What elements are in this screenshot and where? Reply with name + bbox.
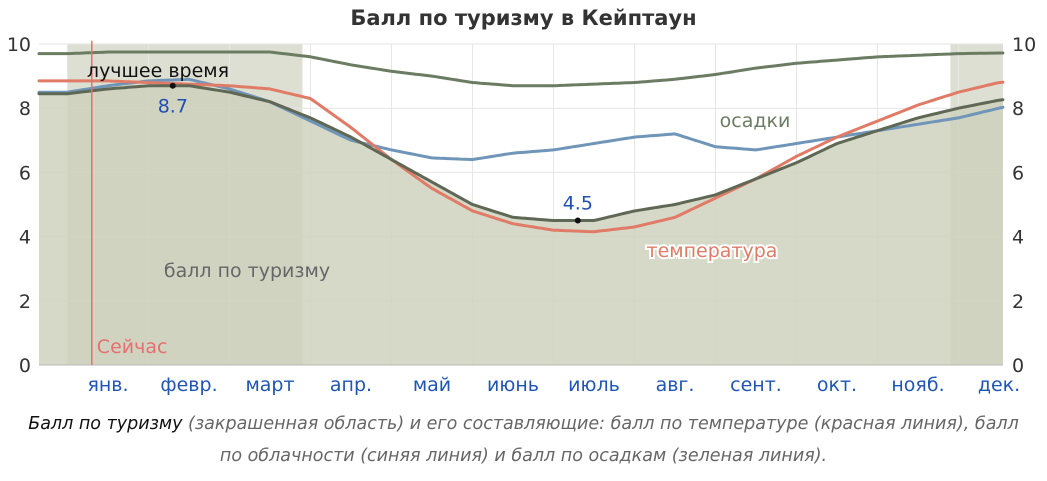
month-label-12: дек. xyxy=(978,374,1020,396)
y-tick-right-4: 4 xyxy=(1012,227,1024,249)
month-label-11: нояб. xyxy=(891,374,944,396)
tourism-score-chart: Сейчас лучшее время балл по туризму осадки т… xyxy=(7,34,1036,396)
month-label-7: июль xyxy=(568,374,620,396)
caption-lead: Балл по туризму xyxy=(28,414,183,434)
month-label-1: янв. xyxy=(87,374,128,396)
temperature-line xyxy=(37,79,1005,234)
precip-line xyxy=(37,50,1005,88)
now-label: Сейчас xyxy=(97,336,168,358)
month-label-8: авг. xyxy=(656,374,695,396)
y-tick-left-2: 2 xyxy=(19,291,31,313)
y-tick-right-10: 10 xyxy=(1012,34,1036,56)
best-time-label: лучшее время xyxy=(87,60,229,82)
annotation-point-1 xyxy=(169,82,176,89)
y-tick-right-2: 2 xyxy=(1012,291,1024,313)
chart-caption: Балл по туризму (закрашенная область) и … xyxy=(20,408,1027,472)
chart-title: Балл по туризму в Кейптаун xyxy=(350,6,697,30)
caption-text: (закрашенная область) и его составляющие… xyxy=(182,414,1019,466)
y-tick-left-8: 8 xyxy=(19,98,31,120)
tourism-line xyxy=(37,84,1005,222)
month-label-4: апр. xyxy=(330,374,372,396)
y-tick-left-6: 6 xyxy=(19,162,31,184)
tourism-series-label: балл по туризму xyxy=(164,260,330,282)
month-label-10: окт. xyxy=(817,374,857,396)
y-tick-left-4: 4 xyxy=(19,227,31,249)
month-label-3: март xyxy=(245,374,294,396)
annotation-label-2: 4.5 xyxy=(563,193,593,215)
month-label-2: февр. xyxy=(160,374,217,396)
y-tick-right-0: 0 xyxy=(1012,355,1024,377)
precip-series-label: осадки xyxy=(720,110,791,132)
y-tick-right-6: 6 xyxy=(1012,162,1024,184)
y-tick-left-10: 10 xyxy=(7,34,31,56)
y-tick-left-0: 0 xyxy=(19,355,31,377)
month-label-6: июнь xyxy=(487,374,539,396)
annotation-point-2 xyxy=(574,217,581,224)
y-tick-right-8: 8 xyxy=(1012,98,1024,120)
month-label-9: сент. xyxy=(730,374,782,396)
month-label-5: май xyxy=(413,374,451,396)
annotation-label-1: 8.7 xyxy=(158,96,188,118)
temperature-series-label: температура xyxy=(647,240,778,262)
